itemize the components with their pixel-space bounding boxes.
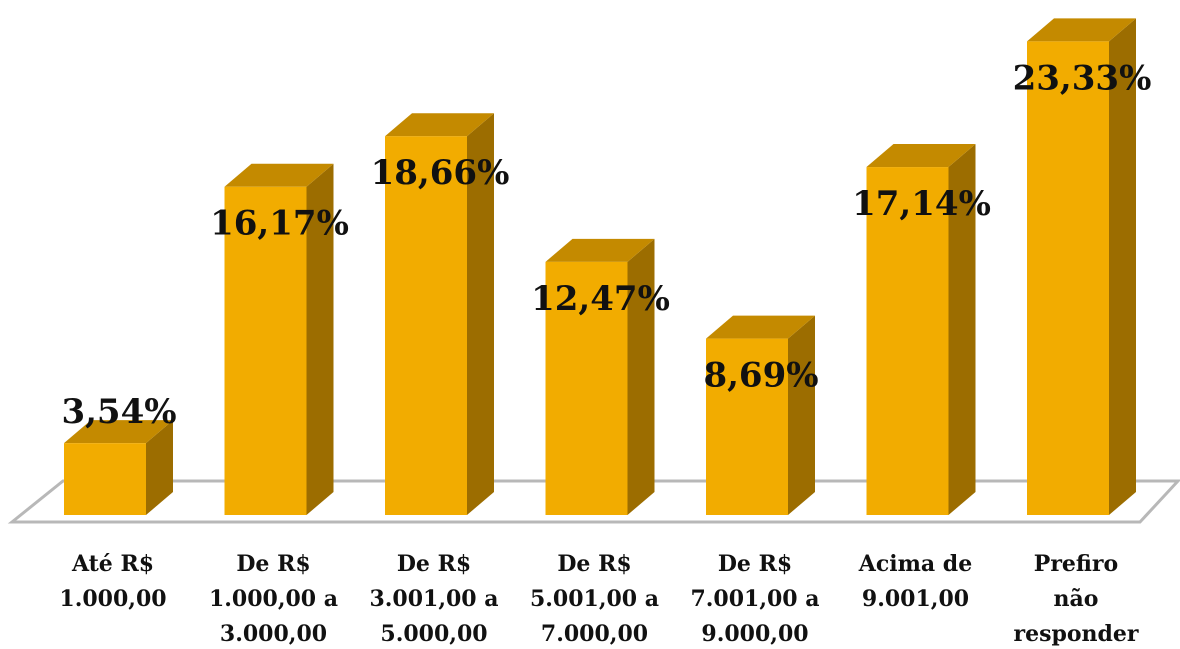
data-label: 16,17% (210, 204, 349, 244)
bar (866, 144, 976, 516)
data-label: 12,47% (531, 279, 670, 319)
bar (1027, 18, 1136, 515)
category-label: De R$ 3.001,00 a 5.000,00 (369, 551, 498, 647)
bar-front (1027, 41, 1109, 515)
category-label: De R$ 1.000,00 a 3.000,00 (209, 551, 338, 647)
data-label: 17,14% (852, 184, 991, 224)
bar (224, 163, 334, 515)
bar (706, 315, 815, 515)
data-label: 3,54% (61, 392, 176, 432)
bar-front (385, 136, 467, 515)
bar-front (545, 261, 628, 515)
bar-side (467, 113, 494, 516)
bar-top (224, 163, 334, 187)
category-label: De R$ 5.001,00 a 7.000,00 (530, 551, 659, 647)
data-label: 23,33% (1013, 58, 1152, 98)
bar-side (948, 144, 976, 516)
bar-front (224, 186, 307, 515)
bar-top (706, 315, 815, 339)
bar-side (146, 420, 173, 515)
bar-front (866, 167, 949, 516)
bar-side (306, 163, 334, 515)
category-label: Prefiro não responder (1014, 551, 1139, 647)
bar (385, 113, 494, 516)
bar-top (866, 144, 976, 168)
bar-top (64, 420, 173, 444)
bar-top (1027, 18, 1136, 42)
bar-front (64, 443, 146, 515)
data-label: 18,66% (371, 153, 510, 193)
bars (64, 18, 1136, 516)
category-label: Até R$ 1.000,00 (59, 551, 166, 612)
category-label: Acima de 9.001,00 (858, 551, 972, 612)
bar-side (788, 315, 815, 515)
bar (545, 238, 655, 515)
bar-top (545, 238, 655, 262)
bar (64, 420, 173, 515)
bar-top (385, 113, 494, 137)
bar-side (627, 238, 655, 515)
data-labels: 3,54% 16,17% 18,66% 12,47% 8,69% 17,14% 23,33% (61, 58, 1151, 432)
bar-front (706, 338, 788, 515)
bar-side (1109, 18, 1136, 515)
data-label: 8,69% (703, 356, 818, 396)
category-label: De R$ 7.001,00 a 9.000,00 (690, 551, 819, 647)
category-labels: Até R$ 1.000,00 De R$ 1.000,00 a 3.000,00 De … (59, 551, 1138, 647)
